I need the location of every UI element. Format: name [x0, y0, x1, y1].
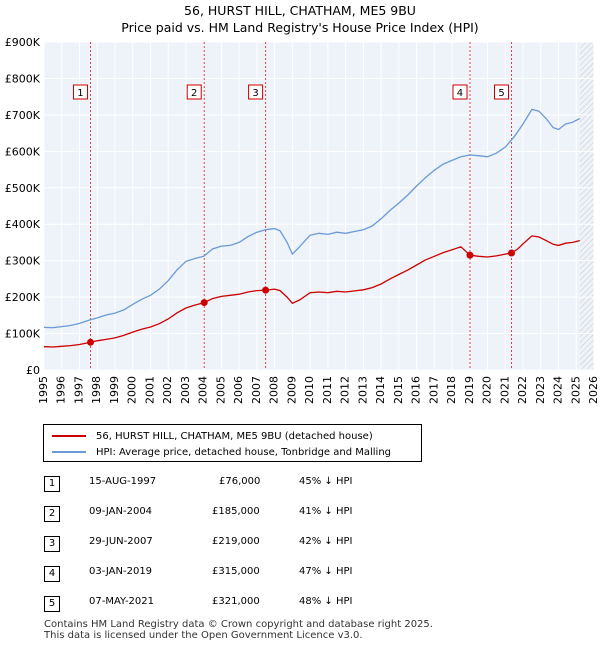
transaction-hpi: 41% ↓ HPI	[299, 506, 353, 517]
sale-point	[200, 299, 208, 307]
transaction-date: 09-JAN-2004	[89, 506, 153, 517]
x-tick-label: 2019	[463, 376, 476, 404]
x-tick-label: 2001	[143, 376, 156, 404]
legend-swatch	[52, 435, 86, 437]
transaction-hpi: 48% ↓ HPI	[299, 596, 353, 607]
sale-label-number: 5	[498, 88, 504, 99]
transaction-price: £76,000	[219, 476, 261, 487]
sale-point	[262, 286, 270, 294]
x-tick-label: 2009	[285, 376, 298, 404]
x-tick-label: 2018	[445, 376, 458, 404]
x-tick-label: 2013	[356, 376, 369, 404]
x-tick-label: 1996	[55, 376, 68, 404]
footer-licence: This data is licensed under the Open Gov…	[44, 630, 363, 641]
sale-label-number: 4	[457, 88, 463, 99]
transaction-number-badge: 2	[44, 506, 60, 522]
x-tick-label: 1997	[72, 376, 85, 404]
chart-title: 56, HURST HILL, CHATHAM, ME5 9BU	[184, 3, 416, 18]
sale-label-box	[72, 84, 88, 100]
legend-label: HPI: Average price, detached house, Tonb…	[96, 446, 392, 458]
x-tick-label: 2015	[392, 376, 405, 404]
sale-label-number: 1	[77, 88, 83, 99]
y-tick-label: £800K	[5, 72, 41, 85]
x-tick-label: 2012	[339, 376, 352, 404]
x-tick-label: 2026	[587, 376, 600, 404]
sale-label-box	[248, 84, 264, 100]
x-tick-label: 2000	[126, 376, 139, 404]
y-tick-label: £700K	[5, 109, 41, 122]
transaction-number-badge: 5	[44, 596, 60, 612]
footer: Contains HM Land Registry data © Crown c…	[44, 619, 433, 641]
transaction-number-badge: 4	[44, 566, 60, 582]
x-tick-label: 2011	[321, 376, 334, 404]
x-tick-label: 2004	[197, 376, 210, 404]
x-tick-label: 2007	[250, 376, 263, 404]
x-tick-label: 1995	[37, 376, 50, 404]
x-tick-label: 2002	[161, 376, 174, 404]
y-tick-label: £300K	[5, 255, 41, 268]
x-tick-label: 2023	[534, 376, 547, 404]
transaction-hpi: 42% ↓ HPI	[299, 536, 353, 547]
sale-label-number: 2	[191, 88, 197, 99]
y-tick-label: £900K	[5, 36, 41, 49]
x-tick-label: 2016	[410, 376, 423, 404]
x-tick-label: 2006	[232, 376, 245, 404]
sale-label-box	[186, 84, 202, 100]
forecast-hatch	[579, 42, 594, 370]
hpi-line	[43, 108, 581, 329]
legend-item-hpi: HPI: Average price, detached house, Tonb…	[52, 445, 391, 459]
transaction-number-badge: 1	[44, 476, 60, 492]
y-tick-label: £400K	[5, 218, 41, 231]
x-tick-label: 1999	[108, 376, 121, 404]
legend-label: 56, HURST HILL, CHATHAM, ME5 9BU (detach…	[96, 430, 373, 442]
sale-point	[86, 338, 94, 346]
y-tick-label: £600K	[5, 145, 41, 158]
transaction-date: 15-AUG-1997	[89, 476, 157, 487]
sale-point	[508, 249, 515, 257]
y-tick-label: £0	[26, 364, 40, 377]
y-tick-label: £500K	[5, 182, 41, 195]
y-tick-label: £100K	[5, 328, 41, 341]
x-tick-label: 2008	[268, 376, 281, 404]
x-tick-label: 2005	[214, 376, 227, 404]
transaction-date: 03-JAN-2019	[89, 566, 153, 577]
legend-item-property: 56, HURST HILL, CHATHAM, ME5 9BU (detach…	[52, 429, 373, 443]
legend-swatch	[52, 451, 86, 453]
sale-point	[466, 251, 474, 259]
price-chart: £0 £100K £200K £300K £400K £500K £600K £700K £80…	[5, 36, 600, 404]
x-tick-label: 2014	[374, 376, 387, 404]
x-tick-label: 2003	[179, 376, 192, 404]
sale-label-box	[452, 84, 468, 100]
x-tick-label: 1998	[90, 376, 103, 404]
transaction-hpi: 45% ↓ HPI	[299, 476, 353, 487]
transaction-price: £321,000	[212, 596, 260, 607]
transaction-date: 07-MAY-2021	[89, 596, 155, 607]
x-tick-label: 2024	[552, 376, 565, 404]
y-tick-label: £200K	[5, 291, 41, 304]
chart-subtitle: Price paid vs. HM Land Registry's House …	[121, 20, 479, 35]
sale-label-box	[494, 84, 509, 100]
x-tick-label: 2020	[481, 376, 494, 404]
sale-label-number: 3	[252, 88, 258, 99]
x-tick-label: 2022	[516, 376, 529, 404]
transaction-price: £315,000	[212, 566, 260, 577]
transaction-hpi: 47% ↓ HPI	[299, 566, 353, 577]
x-tick-label: 2010	[303, 376, 316, 404]
legend: 56, HURST HILL, CHATHAM, ME5 9BU (detach…	[43, 424, 422, 462]
transaction-date: 29-JUN-2007	[89, 536, 153, 547]
price-paid-line	[43, 235, 580, 348]
x-tick-label: 2025	[569, 376, 582, 404]
x-tick-label: 2021	[498, 376, 511, 404]
x-tick-label: 2017	[427, 376, 440, 404]
transaction-number-badge: 3	[44, 536, 60, 552]
footer-copyright: Contains HM Land Registry data © Crown c…	[44, 619, 433, 630]
transaction-price: £219,000	[212, 536, 260, 547]
transaction-price: £185,000	[212, 506, 260, 517]
